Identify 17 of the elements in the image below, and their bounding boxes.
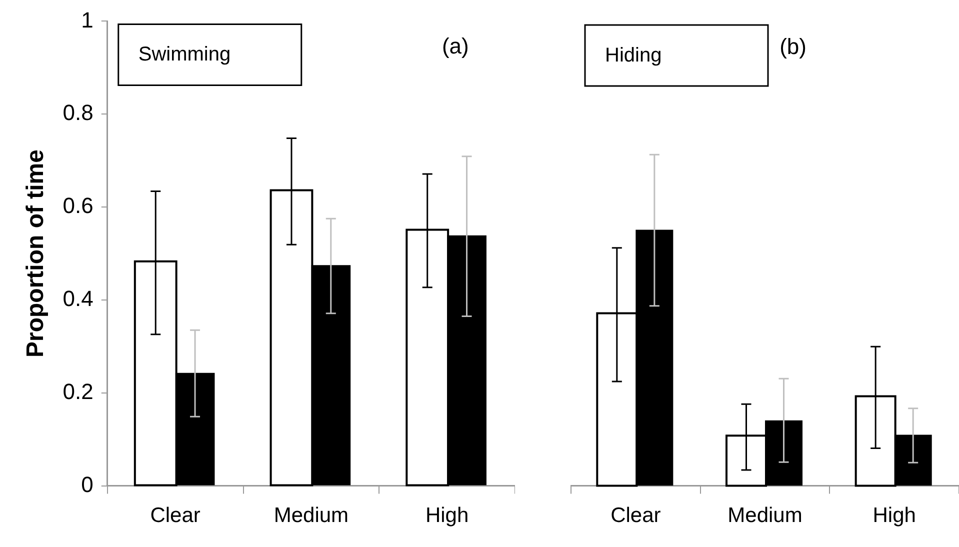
x-tick-label: High xyxy=(872,504,916,528)
y-tick-label: 0.8 xyxy=(62,100,94,126)
text: Swimming xyxy=(138,44,231,66)
y-tick-label: 0.2 xyxy=(62,378,94,404)
x-tick-label: Medium xyxy=(728,504,802,528)
y-tick-label: 0.4 xyxy=(62,286,94,312)
text: Hiding xyxy=(605,44,662,67)
y-axis-title: Proportion of time xyxy=(22,150,50,358)
x-tick-label: Medium xyxy=(274,504,349,528)
x-tick-label: Clear xyxy=(150,504,200,528)
y-tick-label: 0 xyxy=(81,472,94,497)
annotation: (b) xyxy=(780,34,806,60)
y-tick-label: 1 xyxy=(81,7,94,32)
x-tick-label: Clear xyxy=(610,504,661,528)
x-tick-label: High xyxy=(425,504,469,528)
y-tick-label: 0.6 xyxy=(62,193,94,218)
annotation: (a) xyxy=(442,33,469,58)
